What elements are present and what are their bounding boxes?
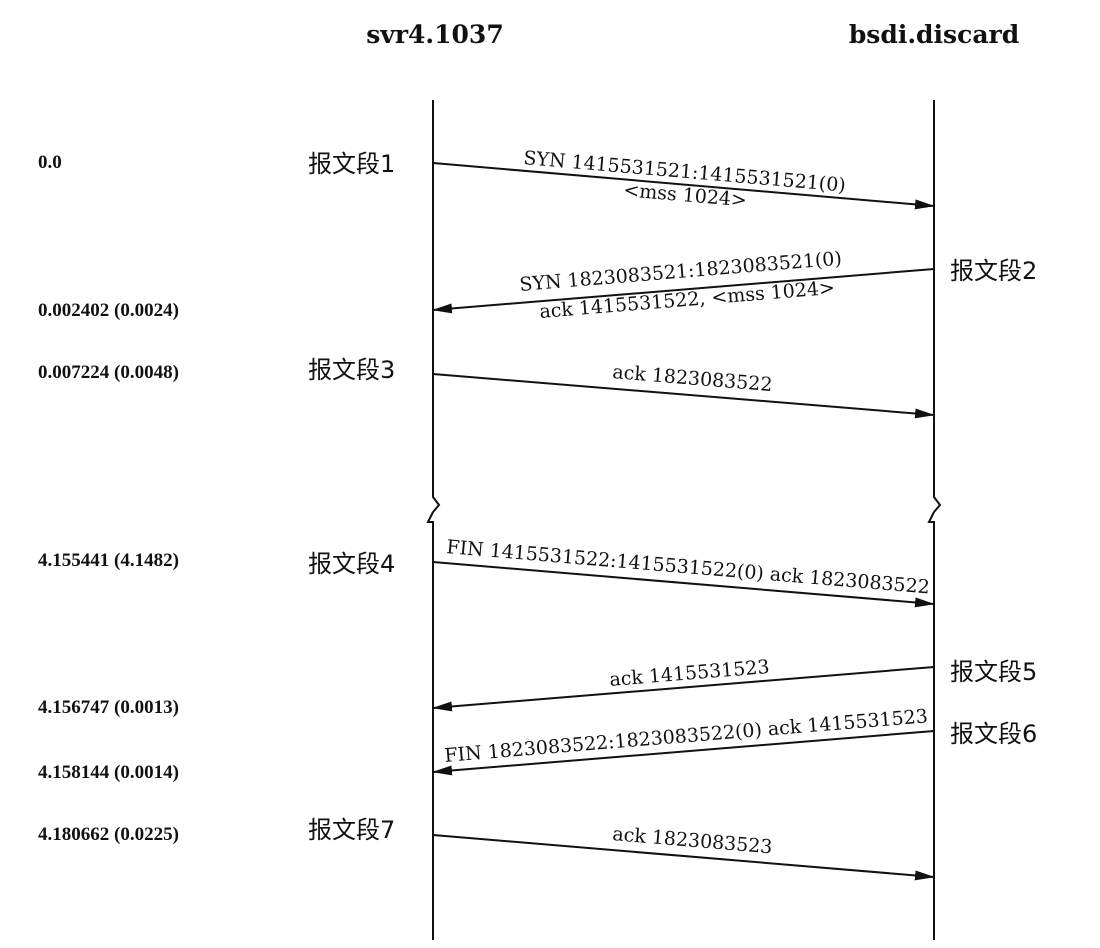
left-lifeline-bottom: [426, 511, 434, 940]
timestamp: 0.0: [38, 152, 62, 173]
right-lifeline-top: [933, 100, 942, 513]
timestamp: 0.002402 (0.0024): [38, 300, 179, 321]
timestamp: 4.158144 (0.0014): [38, 762, 179, 783]
segment-label-6: 报文段6: [950, 720, 1037, 748]
segment-3-arrow: [432, 373, 935, 419]
segment-7-text: ack 1823083523: [612, 823, 774, 858]
left-lifeline-top: [432, 100, 441, 513]
segment-6-text: FIN 1823083522:1823083522(0) ack 1415531…: [444, 705, 929, 767]
segment-label-4: 报文段4: [308, 550, 395, 578]
segment-1-arrow: [432, 162, 935, 210]
segment-label-3: 报文段3: [308, 356, 395, 384]
segment-4-arrow: [432, 561, 935, 608]
segment-5-text: ack 1415531523: [609, 656, 771, 691]
timestamp: 4.156747 (0.0013): [38, 697, 179, 718]
host-left-title: svr4.1037: [366, 20, 503, 49]
timestamp: 4.180662 (0.0225): [38, 824, 179, 845]
segment-label-1: 报文段1: [308, 150, 395, 178]
timestamp: 0.007224 (0.0048): [38, 362, 179, 383]
timestamp: 4.155441 (4.1482): [38, 550, 179, 571]
segment-6-arrow: [432, 730, 935, 776]
segment-2-arrow: [432, 268, 935, 314]
segment-label-2: 报文段2: [950, 257, 1037, 285]
segment-label-7: 报文段7: [308, 816, 395, 844]
segment-label-5: 报文段5: [950, 658, 1037, 686]
host-right-title: bsdi.discard: [849, 20, 1019, 49]
segment-7-arrow: [432, 834, 935, 881]
segment-5-arrow: [432, 666, 935, 712]
segment-4-text: FIN 1415531522:1415531522(0) ack 1823083…: [446, 536, 931, 598]
